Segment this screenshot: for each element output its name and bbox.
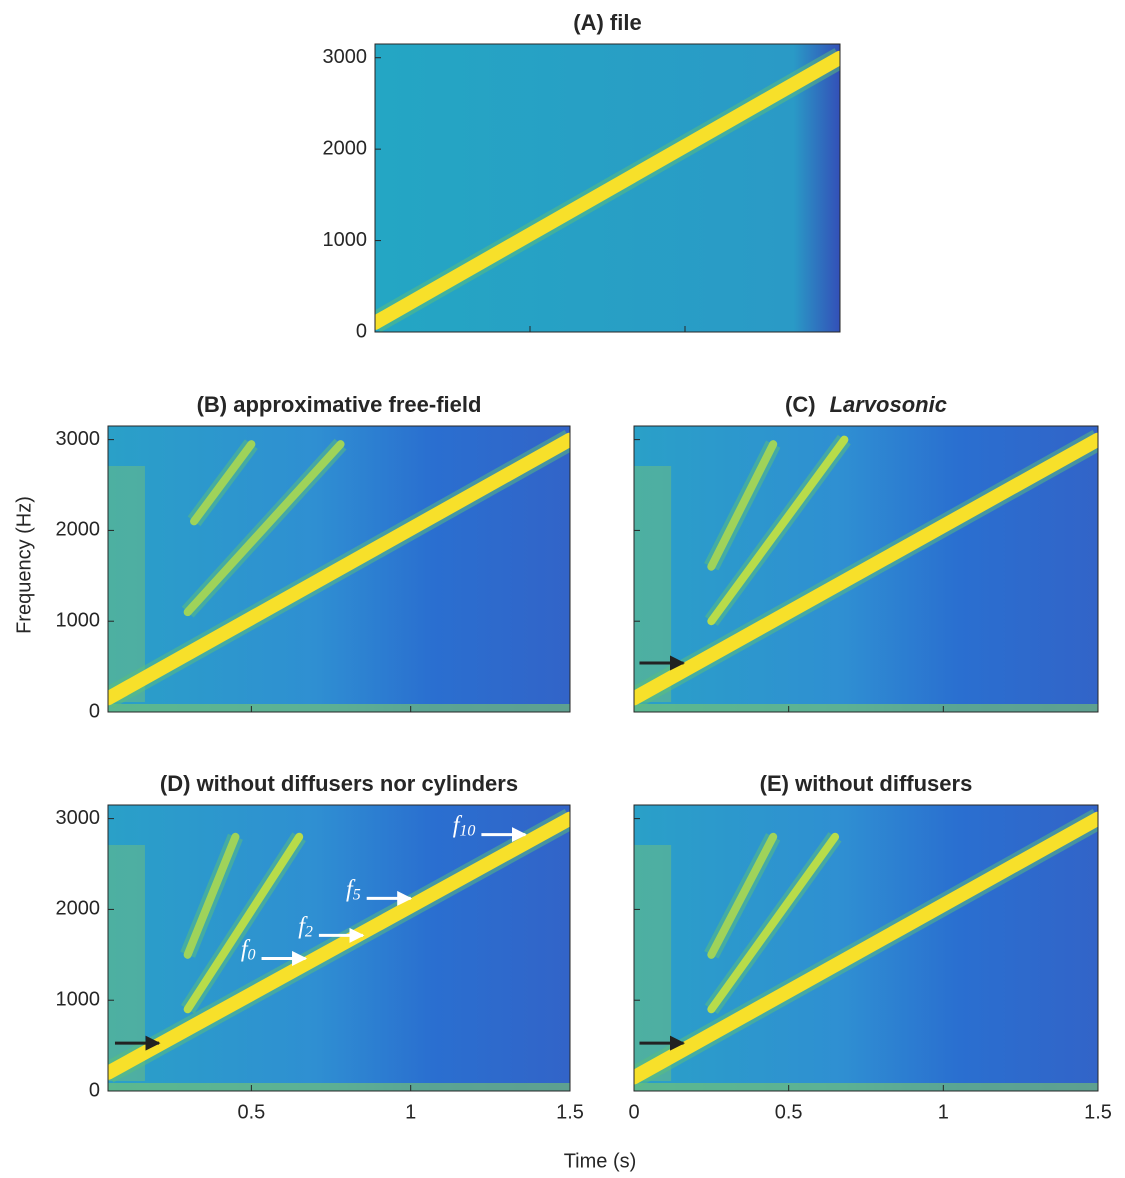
noise-patch [634, 845, 672, 1081]
panel-title: (B) approximative free-field [197, 392, 482, 417]
panel-title: (E) without diffusers [760, 771, 973, 796]
ridge [707, 435, 849, 626]
x-tick-label: 1 [938, 1101, 949, 1123]
y-tick-label: 0 [356, 320, 367, 342]
low-band-noise [634, 1083, 1098, 1091]
plot-frame [633, 804, 1099, 1092]
panel-title-label: (C) [785, 392, 816, 417]
ridge [108, 811, 570, 1080]
panel-title: (D) without diffusers nor cylinders [160, 771, 518, 796]
y-tick-label: 3000 [56, 807, 101, 829]
panel-title-italic: Larvosonic [830, 392, 947, 417]
y-tick-label: 1000 [323, 229, 368, 251]
x-tick-label: 0 [628, 1101, 639, 1123]
ridge [190, 440, 256, 526]
annotation-f: f [298, 913, 308, 939]
ridge [707, 832, 840, 1014]
y-axis-label: Frequency (Hz) [13, 496, 35, 634]
ridge [183, 832, 304, 1014]
y-tick-label: 1000 [56, 609, 101, 631]
y-tick-label: 2000 [56, 519, 101, 541]
low-band-noise [108, 704, 570, 712]
annotation-sub: 0 [248, 946, 256, 963]
y-tick-label: 1000 [56, 988, 101, 1010]
plot-frame [107, 425, 571, 713]
low-band-noise [634, 704, 1098, 712]
ridge [707, 440, 778, 571]
annotation-f: f [241, 936, 251, 962]
x-tick-label: 0.5 [237, 1101, 265, 1123]
annotation-sub: 5 [353, 886, 361, 903]
panel-title: (C) Larvosonic [785, 392, 947, 417]
y-tick-label: 3000 [56, 428, 101, 450]
y-tick-label: 0 [89, 700, 100, 722]
ridge [375, 50, 840, 330]
annotation-sub: 10 [459, 822, 475, 839]
y-tick-label: 2000 [323, 137, 368, 159]
x-tick-label: 0.5 [775, 1101, 803, 1123]
low-band-noise [108, 1083, 570, 1091]
plot-frame [107, 804, 571, 1092]
y-tick-label: 0 [89, 1079, 100, 1101]
ridge [183, 832, 240, 959]
ridge [183, 440, 345, 617]
annotation: f0 [241, 936, 256, 963]
annotation-f: f [453, 812, 463, 838]
annotation: f2 [298, 913, 313, 940]
x-tick-label: 1.5 [556, 1101, 584, 1123]
x-axis-label: Time (s) [564, 1150, 637, 1172]
annotation-f: f [346, 876, 356, 902]
annotation-sub: 2 [305, 923, 313, 940]
y-tick-label: 3000 [323, 46, 368, 68]
plot-frame [374, 43, 841, 333]
noise-patch [108, 466, 145, 702]
ridge [634, 811, 1098, 1085]
noise-patch [634, 466, 672, 702]
annotation: f5 [346, 876, 361, 903]
x-tick-label: 1.5 [1084, 1101, 1112, 1123]
ridge [707, 832, 778, 959]
y-tick-label: 2000 [56, 898, 101, 920]
panel-title: (A) file [573, 10, 641, 35]
x-tick-label: 1 [405, 1101, 416, 1123]
ridge [634, 432, 1098, 706]
annotation: f10 [453, 812, 476, 839]
plot-frame [633, 425, 1099, 713]
ridge [108, 432, 570, 706]
